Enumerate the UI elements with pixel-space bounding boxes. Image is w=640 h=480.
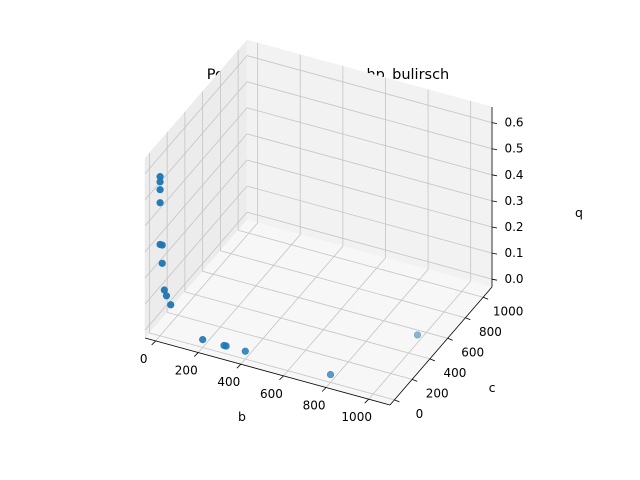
z-tick-mark bbox=[491, 200, 498, 203]
axis-lines bbox=[144, 107, 493, 406]
axis-panes bbox=[144, 39, 493, 406]
x-tick-mark bbox=[364, 398, 369, 404]
gridline-x-floor bbox=[240, 245, 344, 365]
gridline-z-back bbox=[246, 107, 493, 176]
gridline-x-floor bbox=[368, 280, 471, 400]
data-point bbox=[222, 342, 230, 350]
z-tick-mark bbox=[491, 278, 498, 281]
x-tick-label: 1000 bbox=[341, 410, 372, 424]
data-point bbox=[199, 336, 207, 344]
gridline-z-left bbox=[144, 211, 248, 331]
z-tick-label: 0.5 bbox=[504, 142, 523, 156]
gridline-y-floor bbox=[220, 250, 466, 319]
data-point bbox=[326, 370, 335, 379]
z-tick-label: 0.6 bbox=[504, 116, 523, 130]
gridline-z-back bbox=[246, 185, 493, 254]
data-point bbox=[241, 347, 249, 355]
gridline-z-left bbox=[144, 133, 248, 253]
gridline-z-back bbox=[246, 159, 493, 228]
gridline-z-left bbox=[144, 107, 248, 227]
data-point bbox=[156, 178, 164, 186]
x-tick-mark bbox=[193, 352, 199, 357]
y-axis-line bbox=[389, 286, 493, 406]
y-tick-label: 0 bbox=[416, 407, 424, 421]
z-tick-label: 0.2 bbox=[504, 220, 523, 234]
tick-marks bbox=[151, 122, 498, 404]
z-tick-mark bbox=[491, 226, 498, 229]
x-tick-mark bbox=[236, 363, 242, 369]
gridline-y-floor bbox=[238, 229, 484, 298]
x-tick-label: 800 bbox=[303, 399, 326, 413]
gridline-x-floor bbox=[325, 269, 429, 388]
data-point bbox=[158, 241, 166, 249]
x-axis-line bbox=[144, 337, 391, 406]
x-tick-label: 0 bbox=[140, 352, 148, 366]
y-tick-mark bbox=[482, 296, 489, 300]
gridline-z-back bbox=[246, 211, 493, 280]
x-axis-label: b bbox=[238, 409, 246, 424]
x-tick-mark bbox=[279, 375, 284, 381]
gridline-z-back bbox=[246, 133, 493, 202]
z-tick-label: 0.3 bbox=[504, 194, 523, 208]
y-tick-label: 1000 bbox=[493, 304, 524, 318]
z-tick-mark bbox=[491, 122, 498, 125]
data-point bbox=[413, 331, 422, 339]
z-tick-mark bbox=[491, 174, 498, 177]
data-point bbox=[156, 186, 164, 194]
gridline-y-floor bbox=[167, 311, 413, 380]
data-point bbox=[156, 199, 164, 207]
gridline-z-back bbox=[246, 81, 493, 150]
gridline-z-left bbox=[144, 55, 248, 174]
z-tick-mark bbox=[491, 148, 498, 151]
x-tick-mark bbox=[321, 387, 327, 392]
gridline-y-floor bbox=[202, 270, 448, 339]
gridline-z-left bbox=[144, 159, 248, 279]
grid-lines bbox=[144, 42, 493, 401]
z-tick-label: 0.4 bbox=[504, 168, 523, 182]
data-points bbox=[156, 173, 422, 379]
y-tick-label: 200 bbox=[426, 386, 449, 400]
data-point bbox=[158, 259, 166, 267]
gridline-y-floor bbox=[149, 332, 395, 401]
y-tick-mark bbox=[429, 358, 436, 362]
z-tick-label: 0.1 bbox=[504, 246, 523, 260]
y-tick-mark bbox=[447, 337, 453, 341]
gridline-x-floor bbox=[197, 234, 301, 353]
z-tick-mark bbox=[491, 252, 498, 255]
x-tick-mark bbox=[151, 340, 156, 346]
y-tick-mark bbox=[412, 378, 418, 382]
y-tick-mark bbox=[465, 317, 471, 321]
gridline-x-floor bbox=[283, 257, 386, 377]
x-tick-label: 600 bbox=[260, 387, 283, 401]
x-tick-label: 200 bbox=[175, 364, 198, 378]
y-tick-label: 800 bbox=[479, 325, 502, 339]
data-point bbox=[162, 292, 171, 300]
gridline-x-floor bbox=[155, 222, 258, 342]
z-tick-label: 0.0 bbox=[504, 272, 523, 286]
gridline-y-floor bbox=[184, 291, 431, 360]
y-tick-label: 400 bbox=[443, 366, 466, 380]
x-tick-label: 400 bbox=[217, 375, 240, 389]
z-axis-label: q bbox=[575, 205, 583, 220]
y-axis-label: c bbox=[489, 380, 496, 395]
y-tick-mark bbox=[394, 399, 400, 403]
gridline-z-back bbox=[246, 55, 493, 124]
y-tick-label: 600 bbox=[461, 345, 484, 359]
gridline-z-left bbox=[144, 185, 248, 305]
data-point bbox=[167, 301, 175, 309]
